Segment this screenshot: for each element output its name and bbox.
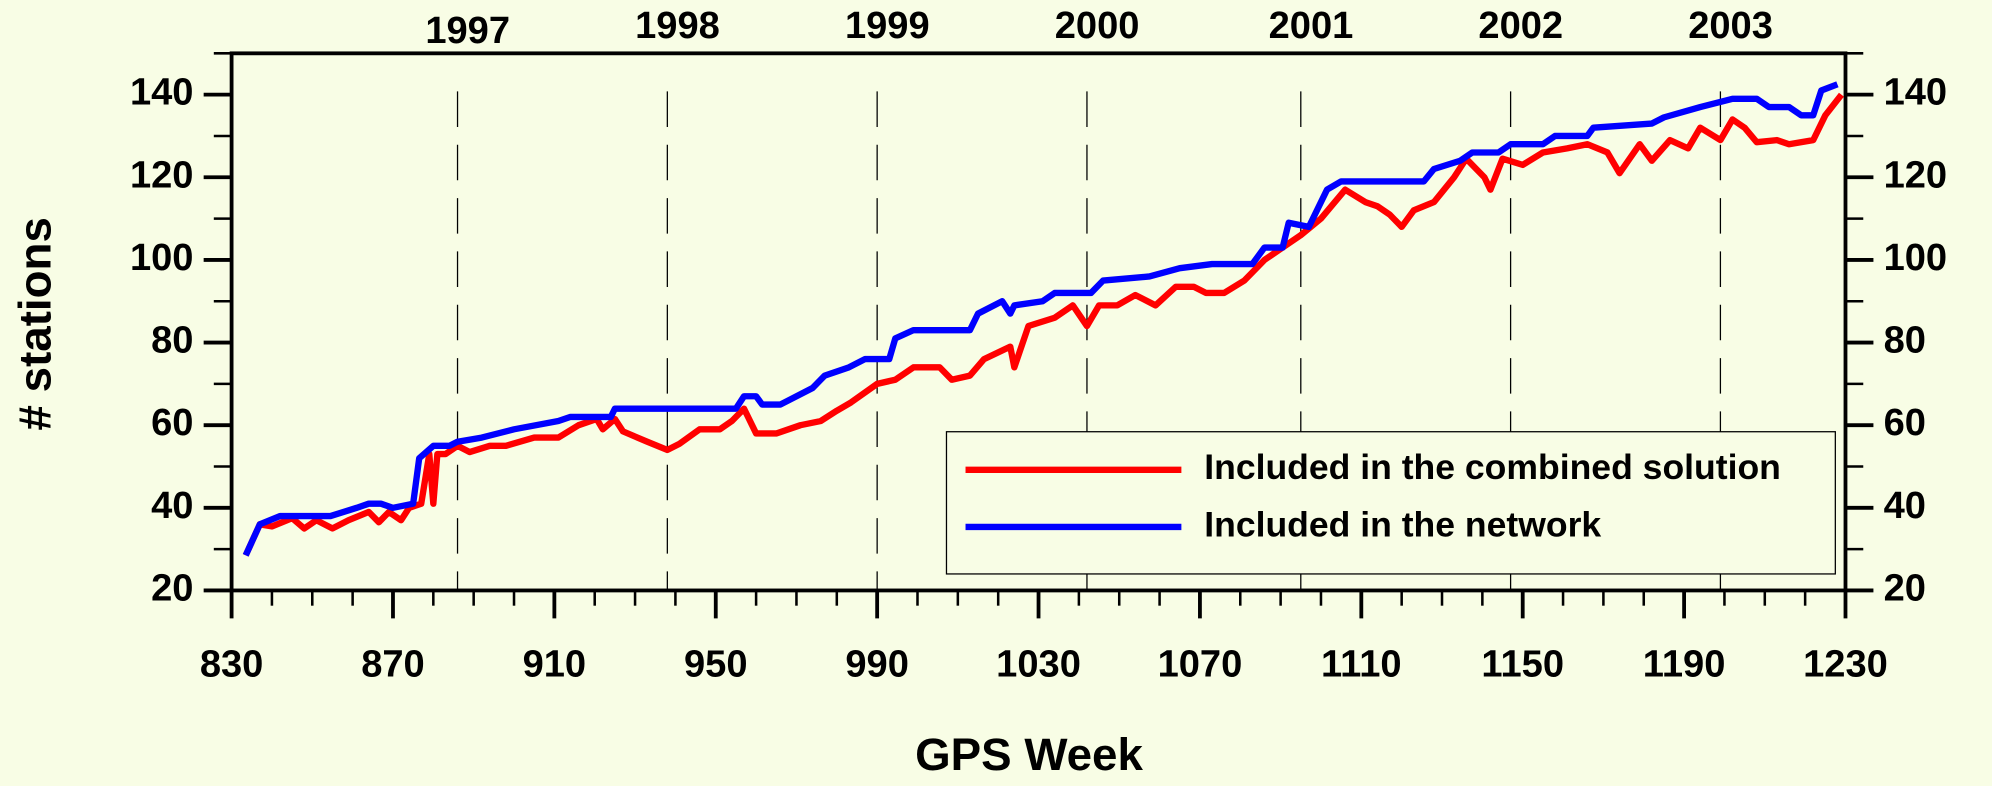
x-tick-label: 990 [845, 644, 909, 686]
year-label: 2000 [1055, 5, 1140, 47]
y-tick-label-left: 120 [130, 154, 194, 196]
legend-label: Included in the combined solution [1204, 447, 1781, 487]
y-tick-label-left: 80 [151, 320, 193, 362]
legend-label: Included in the network [1204, 504, 1601, 544]
legend-box [945, 431, 1836, 575]
y-tick-label-right: 80 [1884, 320, 1926, 362]
year-label: 1998 [635, 5, 720, 47]
x-tick-label: 1150 [1481, 644, 1564, 686]
y-tick-label-left: 20 [151, 568, 193, 610]
x-tick-label: 950 [684, 644, 748, 686]
series-line [242, 81, 1839, 557]
y-axis-label: # stations [10, 217, 61, 430]
x-tick-label: 870 [361, 644, 425, 686]
y-tick-label-left: 140 [130, 72, 194, 114]
x-tick-label: 1110 [1321, 644, 1402, 686]
year-label: 2002 [1478, 5, 1563, 47]
year-label: 2003 [1688, 5, 1773, 47]
y-tick-label-left: 60 [151, 402, 193, 444]
x-tick-label: 1070 [1158, 644, 1243, 686]
y-tick-label-right: 60 [1884, 402, 1926, 444]
x-tick-label: 830 [200, 644, 264, 686]
y-tick-label-left: 100 [130, 237, 194, 279]
x-tick-label: 910 [523, 644, 587, 686]
y-tick-label-right: 100 [1884, 237, 1948, 279]
x-tick-label: 1190 [1643, 644, 1726, 686]
x-tick-label: 1230 [1803, 644, 1888, 686]
y-tick-label-right: 120 [1884, 154, 1948, 196]
y-tick-label-right: 40 [1884, 485, 1926, 527]
y-tick-label-right: 20 [1884, 568, 1926, 610]
y-tick-label-left: 40 [151, 485, 193, 527]
x-tick-label: 1030 [996, 644, 1081, 686]
y-tick-label-right: 140 [1884, 72, 1948, 114]
x-axis-label: GPS Week [915, 729, 1143, 780]
year-label: 2001 [1269, 5, 1354, 47]
series-line [242, 92, 1844, 557]
year-label: 1999 [845, 5, 930, 47]
year-label: 1997 [425, 10, 510, 52]
